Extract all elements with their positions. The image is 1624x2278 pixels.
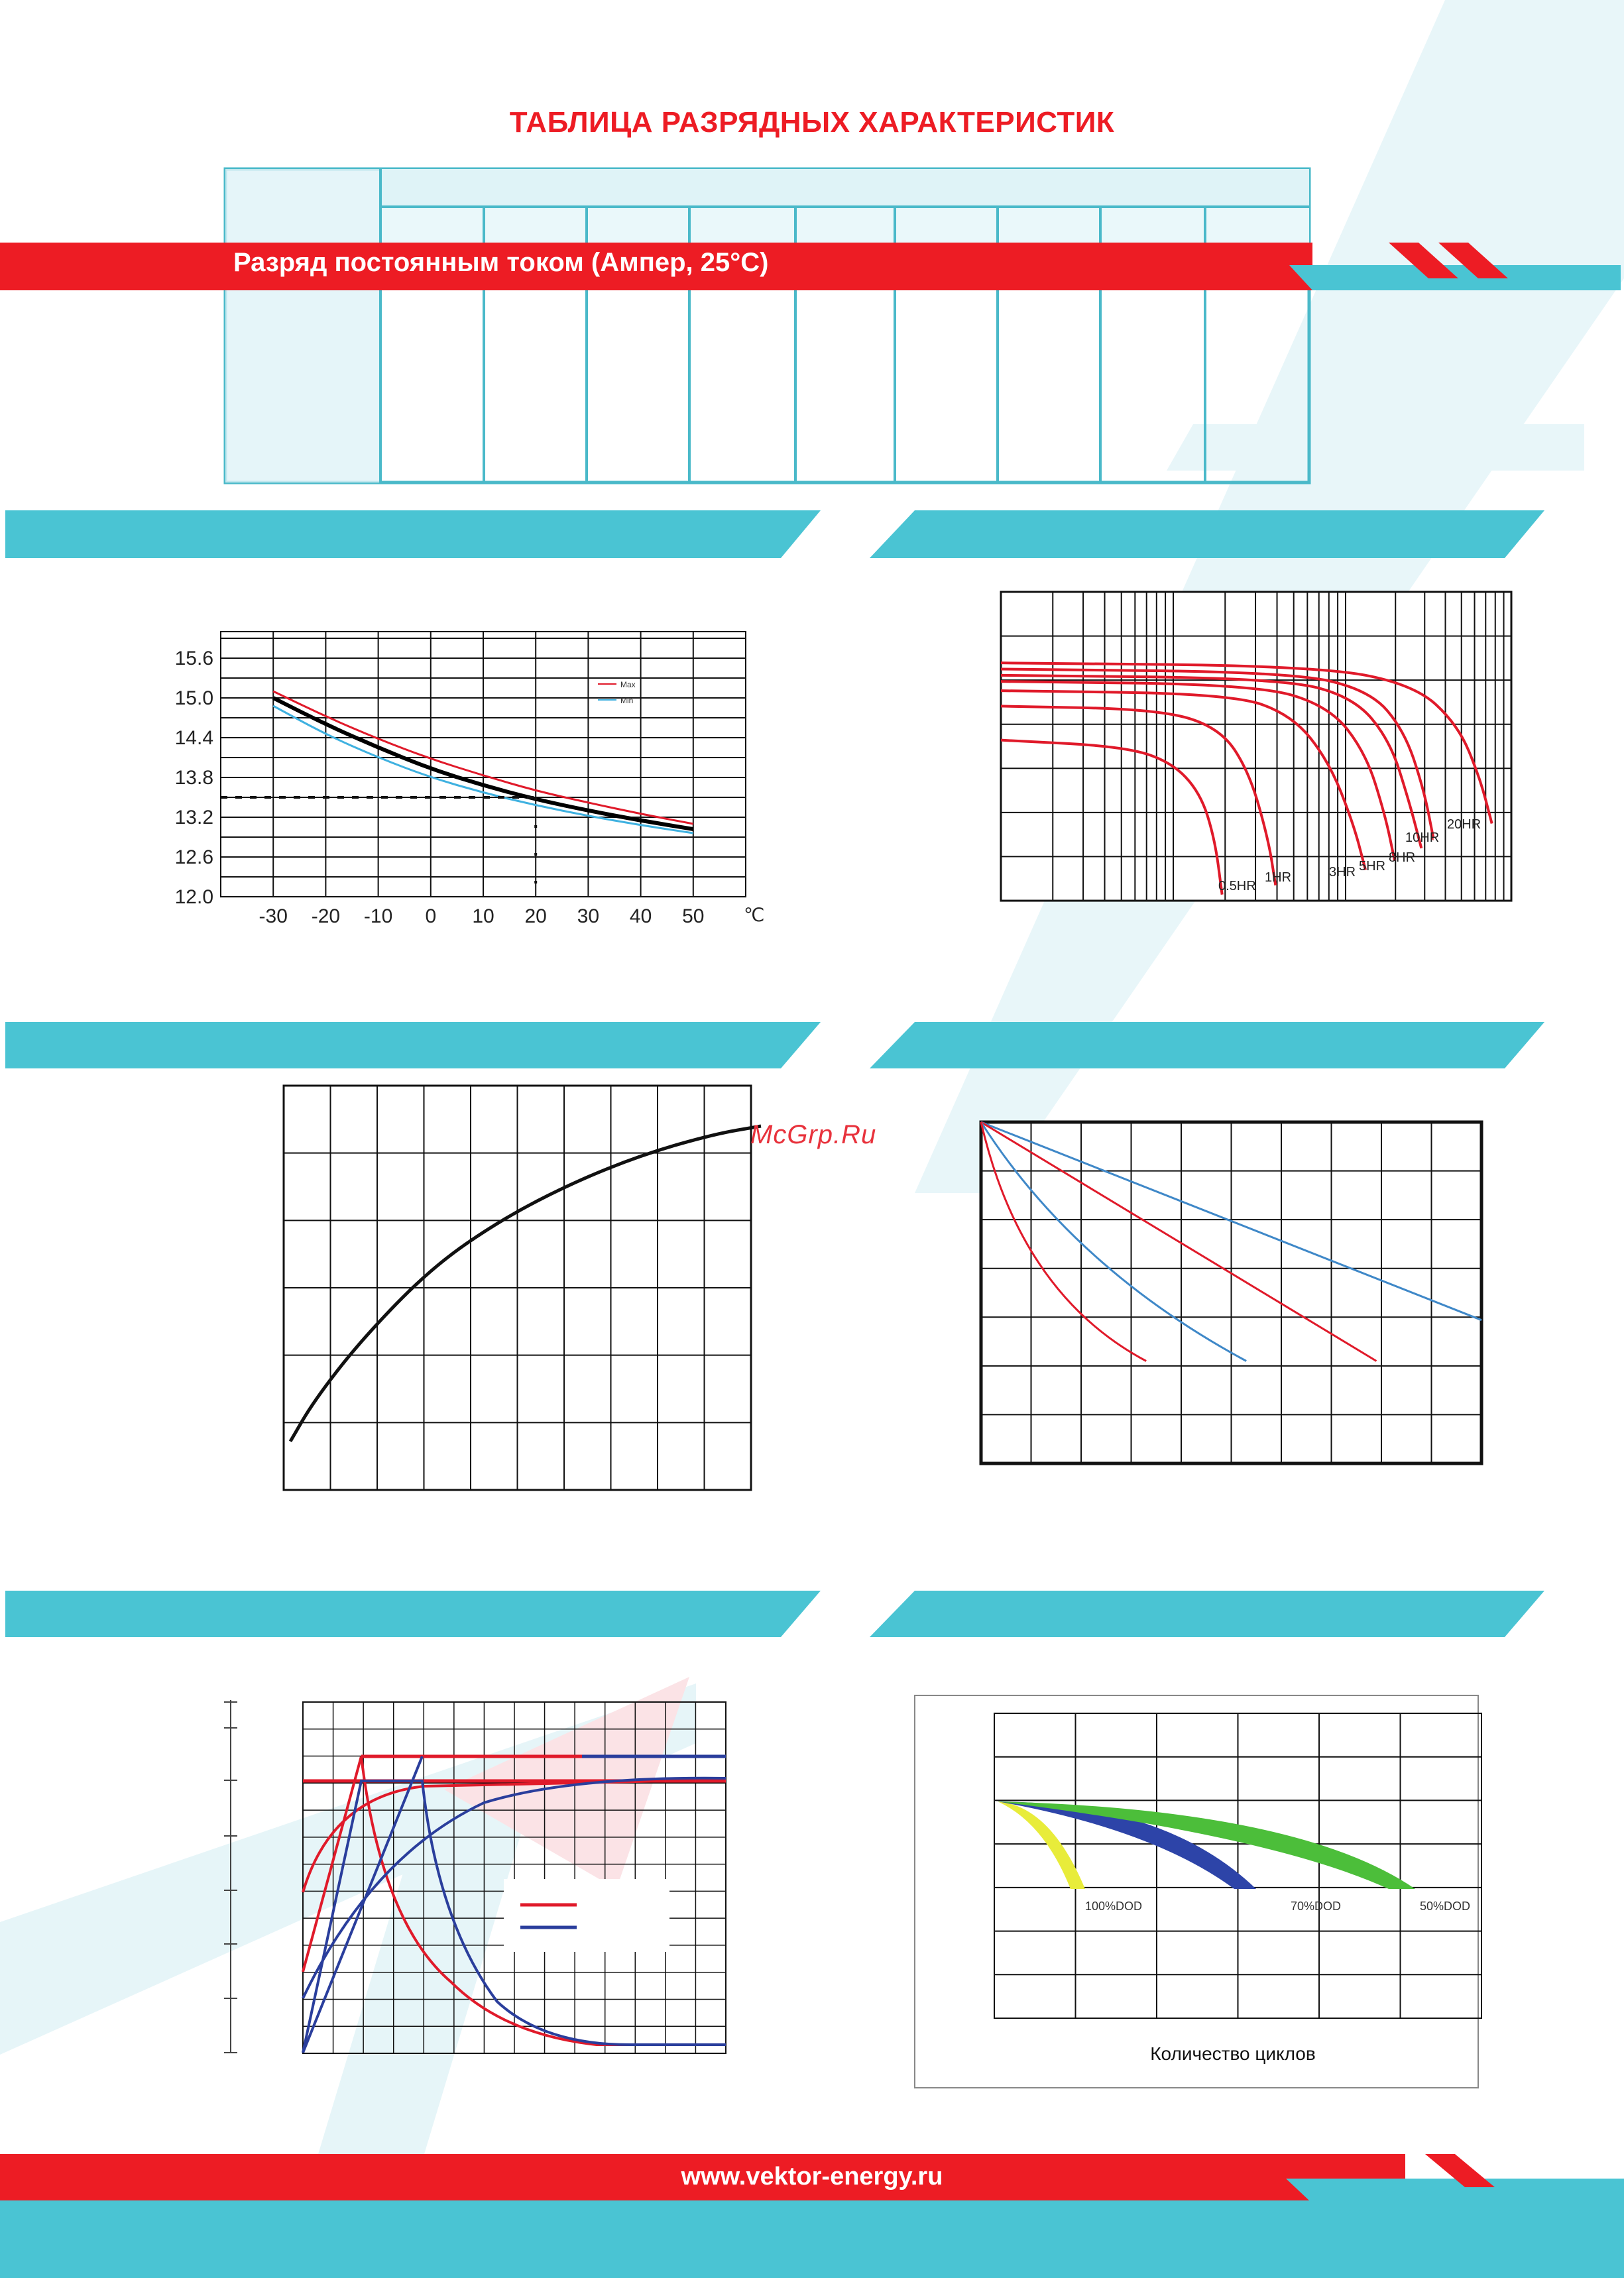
charge-ramp-blue (302, 1756, 424, 2053)
self-discharge-line (980, 1121, 1377, 1362)
dod-label: 100%DOD (1085, 1900, 1142, 1913)
x-tick-label: 50 (682, 905, 704, 927)
x-tick-label: 20 (525, 905, 547, 927)
footer-url[interactable]: www.vektor-energy.ru (681, 2163, 943, 2191)
section-header-bar (870, 1022, 1544, 1068)
legend-label: Max (620, 680, 636, 689)
x-tick-label: 0 (425, 905, 436, 927)
section-header-bar (5, 1022, 821, 1068)
discharge-red-band (0, 243, 1312, 290)
section-headers (5, 510, 1544, 1637)
chart-outer-frame (914, 1695, 1479, 2088)
x-tick-label: -20 (312, 905, 340, 927)
y-tick-label: 14.4 (175, 727, 213, 749)
charge-current-decay (360, 1756, 726, 2046)
discharge-curve (1000, 680, 1396, 862)
discharge-curve (1000, 689, 1367, 871)
decor-block (1167, 424, 1584, 471)
footer-red-stripe (1425, 2154, 1495, 2187)
y-tick-label: 15.0 (175, 687, 213, 709)
discharge-curve (1000, 667, 1435, 840)
section-header-bar (870, 1591, 1544, 1637)
discharge-curve (1000, 661, 1493, 825)
cycle-life-band (998, 1801, 1415, 1889)
curve-label: 5HR (1359, 859, 1385, 874)
temperature-voltage-chart: -30 -20 -10 0 10 20 30 40 50 ℃ 12.0 12.6 13.2 13.8 14.… (175, 631, 764, 927)
discharge-curve (1000, 705, 1277, 886)
section-header-bar (870, 510, 1544, 558)
legend-box (504, 1879, 669, 1952)
curve-label: 3HR (1329, 865, 1356, 880)
x-unit-label: ℃ (744, 905, 764, 925)
series-line (272, 696, 694, 831)
discharge-curve (1000, 673, 1423, 849)
discharge-band-label: Разряд постоянным током (Ампер, 25°C) (233, 248, 769, 277)
legend-label: Min (620, 696, 633, 705)
x-tick-label: 30 (577, 905, 599, 927)
self-discharge-line (980, 1121, 1247, 1362)
y-tick-label: 12.6 (175, 846, 213, 868)
charge-volume-blue (302, 1776, 726, 1999)
curve-label: 1HR (1265, 870, 1291, 885)
section-header-bar (5, 1591, 821, 1637)
footer-red-band (0, 2154, 1405, 2200)
self-discharge-chart (979, 1120, 1483, 1465)
x-tick-label: 40 (630, 905, 652, 927)
y-tick-label: 15.6 (175, 648, 213, 669)
self-discharge-line (980, 1121, 1147, 1362)
y-tick-label: 12.0 (175, 886, 213, 908)
self-discharge-line (980, 1121, 1482, 1322)
curve-label: 20HR (1447, 817, 1481, 832)
discharge-curve (1000, 738, 1224, 895)
x-tick-label: -10 (364, 905, 392, 927)
cycle-life-chart: 100%DOD 70%DOD 50%DOD (914, 1695, 1482, 2088)
charge-current-ramp (302, 1756, 363, 1972)
curve-label: 8HR (1389, 850, 1415, 865)
dod-label: 50%DOD (1420, 1900, 1470, 1913)
charging-characteristics-chart (224, 1700, 726, 2054)
capacity-curve (288, 1124, 762, 1443)
red-stripe-1 (1389, 243, 1458, 278)
curve-label: 10HR (1405, 830, 1439, 845)
discharge-table (223, 167, 1311, 484)
cycle-life-band (998, 1801, 1085, 1889)
watermark-text: McGrp.Ru (750, 1120, 877, 1149)
cycle-life-caption: Количество циклов (1150, 2043, 1316, 2064)
dod-label: 70%DOD (1291, 1900, 1341, 1913)
series-line (272, 690, 694, 825)
series-line (272, 705, 694, 834)
y-tick-label: 13.8 (175, 767, 213, 789)
curve-label: 0.5HR (1218, 879, 1256, 893)
y-tick-label: 13.2 (175, 807, 213, 828)
x-tick-label: -30 (259, 905, 288, 927)
x-tick-label: 10 (472, 905, 494, 927)
footer-teal-band (0, 2179, 1624, 2278)
capacity-temperature-chart (282, 1084, 762, 1491)
page-title: ТАБЛИЦА РАЗРЯДНЫХ ХАРАКТЕРИСТИК (509, 106, 1115, 139)
section-header-bar (5, 510, 821, 558)
discharge-curves-chart: 0.5HR 1HR 3HR 5HR 8HR 10HR 20HR (1000, 591, 1513, 902)
red-stripe-2 (1438, 243, 1508, 278)
